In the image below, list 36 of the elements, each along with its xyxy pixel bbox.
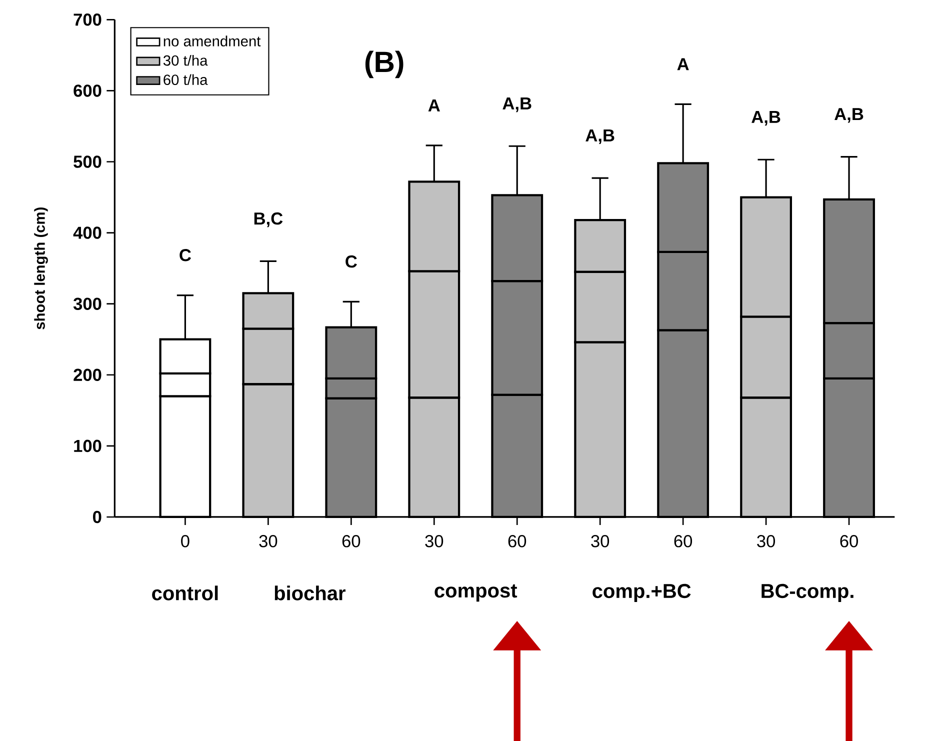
y-tick-label: 300 <box>73 298 102 310</box>
y-axis-title: shoot length (cm) <box>34 208 48 330</box>
y-tick-label: 100 <box>74 440 102 452</box>
y-tick-label: 600 <box>74 84 102 97</box>
legend-label: 30 t/ha <box>163 54 208 66</box>
y-tick-label: 200 <box>74 368 102 382</box>
annotation: A <box>677 58 689 70</box>
text: (B) <box>365 50 404 78</box>
annotation: C <box>346 255 357 268</box>
x-tick-label: 60 <box>342 535 360 548</box>
annotation: A <box>428 99 440 112</box>
x-tick-label: 30 <box>259 535 278 548</box>
y-tick-label: 500 <box>74 156 102 168</box>
annotation: C <box>180 249 191 262</box>
text: BC-comp. <box>762 584 854 602</box>
annotation: A,B <box>752 110 780 126</box>
text: compost <box>434 584 518 602</box>
annotation: A,B <box>586 129 614 144</box>
x-tick-label: 30 <box>591 535 610 548</box>
x-tick-label: 30 <box>425 535 444 548</box>
legend-label: 60 t/ha <box>164 74 208 86</box>
legend-label: no amendment <box>164 36 261 46</box>
annotation: A,B <box>502 97 532 112</box>
text: comp.+BC <box>592 584 691 602</box>
annotation: B,C <box>254 212 283 228</box>
x-tick-label: 60 <box>840 535 858 548</box>
y-tick-label: 700 <box>74 14 102 26</box>
text: biochar <box>274 586 346 600</box>
text: control <box>152 586 218 600</box>
y-tick-label: 400 <box>73 226 102 239</box>
annotation: A,B <box>834 108 864 123</box>
x-tick-label: 0 <box>181 535 190 548</box>
x-tick-label: 60 <box>674 535 692 548</box>
y-tick-label: 0 <box>93 510 102 524</box>
x-tick-label: 30 <box>757 535 776 548</box>
x-tick-label: 60 <box>508 535 526 548</box>
